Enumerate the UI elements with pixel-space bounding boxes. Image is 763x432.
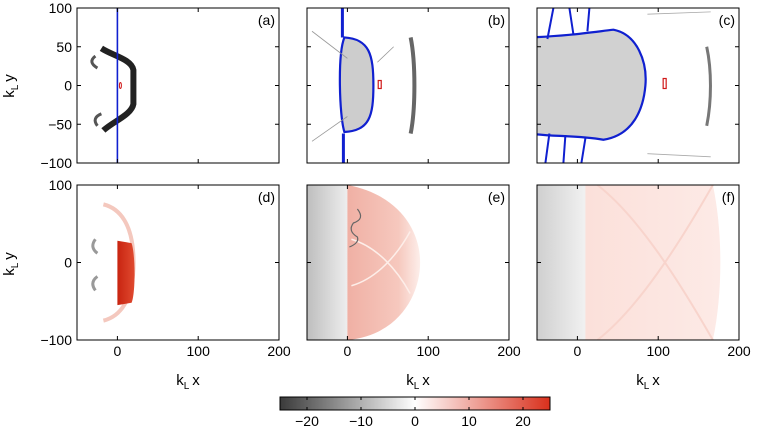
x-tick-label: 0 bbox=[114, 343, 122, 359]
panel-c: (c) bbox=[536, 7, 740, 164]
density-fragment bbox=[90, 54, 103, 127]
xlabel-left: kL x bbox=[176, 372, 200, 392]
colorbar-tick-label: −10 bbox=[349, 413, 373, 429]
y-tick-label: 50 bbox=[56, 39, 72, 55]
contour-stem bbox=[340, 8, 345, 163]
x-tick-label: 0 bbox=[574, 343, 582, 359]
y-tick-label: 0 bbox=[64, 78, 72, 94]
xlabel-right: kL x bbox=[636, 372, 660, 392]
x-tick-label: 200 bbox=[267, 343, 291, 359]
panel-b: (b) bbox=[306, 7, 510, 164]
colorbar-tick-label: 0 bbox=[411, 413, 419, 429]
shock-front bbox=[705, 46, 712, 127]
xlabel-middle: kL x bbox=[406, 372, 430, 392]
panel-d: 0 100 200 −100 0 100 (d) bbox=[40, 177, 290, 359]
x-tick-label: 100 bbox=[647, 343, 671, 359]
plot-content bbox=[307, 185, 421, 340]
plot-content bbox=[537, 8, 712, 163]
negative-region bbox=[537, 185, 588, 340]
y-tick-label: 100 bbox=[49, 177, 73, 193]
panel-label: (c) bbox=[719, 12, 735, 28]
panel-label: (f) bbox=[722, 189, 735, 205]
panel-label: (d) bbox=[258, 189, 275, 205]
positive-region bbox=[585, 185, 721, 340]
x-tick-label: 0 bbox=[344, 343, 352, 359]
plot-content bbox=[91, 202, 136, 323]
panel-a: −100 −50 0 50 100 (a) bbox=[40, 0, 280, 171]
y-tick-label: −100 bbox=[40, 155, 72, 171]
panel-f: 0 100 200 (f) bbox=[536, 184, 751, 359]
panel-label: (b) bbox=[488, 12, 505, 28]
shock-front bbox=[408, 37, 417, 134]
negative-region bbox=[307, 185, 348, 340]
plot-area bbox=[77, 185, 279, 340]
plot-area bbox=[307, 8, 509, 163]
ylabel-bottom: kLy bbox=[1, 252, 21, 276]
red-contour bbox=[662, 77, 667, 90]
plot-area bbox=[77, 8, 279, 163]
plot-content bbox=[311, 8, 417, 163]
contour-stem bbox=[544, 8, 591, 163]
red-contour bbox=[377, 79, 382, 90]
plot-content bbox=[90, 8, 137, 163]
colorbar: −20 −10 0 10 20 bbox=[279, 396, 551, 429]
y-tick-label: 100 bbox=[49, 0, 73, 16]
y-tick-label: 0 bbox=[64, 255, 72, 271]
panel-label: (e) bbox=[488, 189, 505, 205]
filament bbox=[647, 11, 711, 158]
blue-contour bbox=[537, 28, 647, 141]
red-contour bbox=[118, 82, 122, 89]
x-tick-label: 100 bbox=[187, 343, 211, 359]
wave-arc bbox=[351, 231, 411, 294]
plot-content bbox=[537, 185, 721, 340]
density-fragment bbox=[91, 238, 99, 292]
ylabel-top: kLy bbox=[1, 74, 21, 98]
density-fragment bbox=[349, 208, 362, 248]
x-tick-label: 200 bbox=[497, 343, 521, 359]
hot-electron-region bbox=[117, 240, 135, 306]
density-front bbox=[99, 45, 137, 133]
blue-contour bbox=[338, 36, 375, 134]
colorbar-ticks: −20 −10 0 10 20 bbox=[295, 397, 531, 429]
y-tick-label: −50 bbox=[48, 116, 72, 132]
colorbar-tick-label: −20 bbox=[295, 413, 319, 429]
panel-label: (a) bbox=[258, 12, 275, 28]
x-tick-label: 100 bbox=[417, 343, 441, 359]
y-tick-label: −100 bbox=[40, 332, 72, 348]
filament bbox=[311, 30, 394, 142]
panel-e: 0 100 200 (e) bbox=[306, 184, 521, 359]
colorbar-tick-label: 10 bbox=[461, 413, 477, 429]
x-tick-label: 200 bbox=[727, 343, 751, 359]
colorbar-tick-label: 20 bbox=[515, 413, 531, 429]
wave-arc bbox=[596, 185, 714, 340]
positive-region bbox=[347, 185, 421, 340]
